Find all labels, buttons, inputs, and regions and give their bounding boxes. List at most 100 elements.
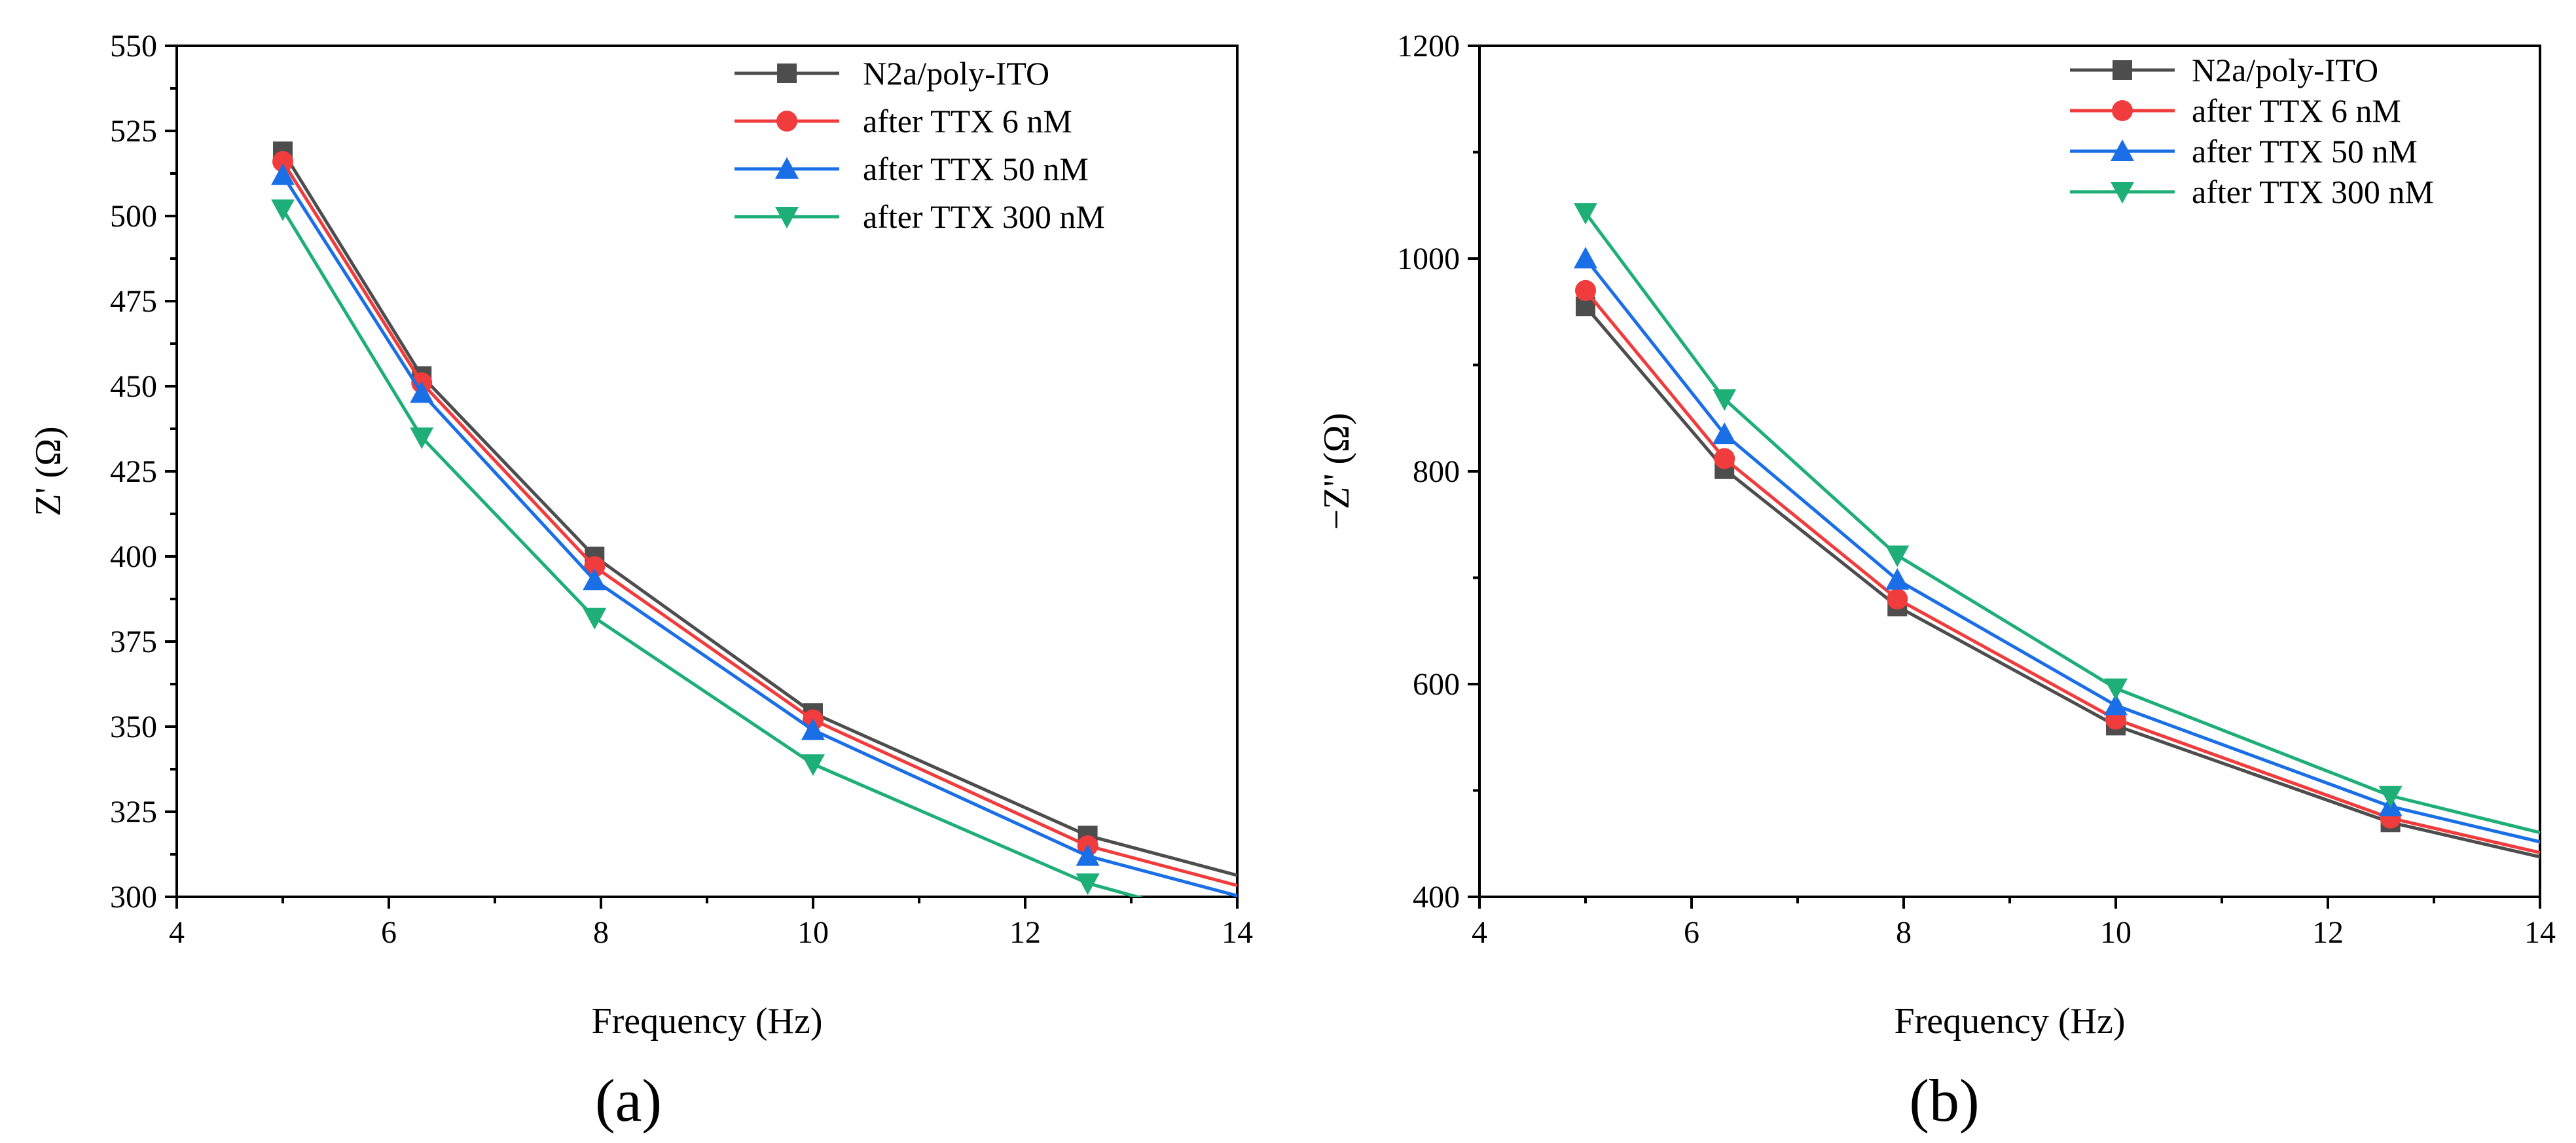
x-tick-label-b-3: 10 [2100,915,2132,950]
y-tick-label-a-7: 475 [110,284,157,319]
y-tick-label-a-6: 450 [110,369,157,404]
data-point-b-3-1 [1713,389,1737,411]
y-tick-label-a-4: 400 [110,539,157,574]
series-b-0 [1576,297,2540,859]
data-point-a-2-2 [583,568,607,590]
x-tick-label-a-1: 6 [381,915,397,950]
legend-marker-a-0 [777,64,797,83]
y-tick-label-a-5: 425 [110,454,157,489]
y-tick-label-a-8: 500 [110,199,157,234]
series-line-a-3 [281,208,1144,897]
series-line-a-2 [281,174,1237,897]
ticks-b: 4 6 8 10 12 14 400 600 800 1000 1200 [1397,29,2556,950]
series-line-b-3 [1584,211,2540,835]
legend-b: N2a/poly-ITO after TTX 6 nM after TTX 50 n… [2070,52,2434,210]
y-axis-title-b: −Z'' (Ω) [1316,413,1357,530]
y-tick-label-a-2: 350 [110,710,157,744]
legend-marker-a-2 [775,157,799,179]
y-tick-label-a-9: 525 [110,114,157,149]
ticks-a: 4 6 8 10 12 14 300 325 350 375 400 425 450 475 500 525 5… [110,29,1253,950]
x-tick-label-a-4: 12 [1009,915,1041,950]
legend-label-b-2: after TTX 50 nM [2192,133,2418,170]
legend-entry-b-1: after TTX 6 nM [2070,92,2401,129]
series-a-1 [272,151,1237,888]
legend-label-b-0: N2a/poly-ITO [2192,52,2378,88]
y-tick-label-b-2: 800 [1413,454,1460,489]
series-line-b-2 [1584,257,2540,844]
legend-marker-b-3 [2111,182,2134,204]
data-point-b-3-4 [2378,786,2403,808]
data-point-b-2-0 [1574,247,1597,268]
legend-entry-b-0: N2a/poly-ITO [2070,52,2378,88]
panel-label-a: (a) [595,1067,662,1134]
legend-a: N2a/poly-ITO after TTX 6 nM after TTX 50 n… [735,55,1105,235]
legend-entry-a-3: after TTX 300 nM [735,198,1105,235]
data-point-a-2-0 [271,163,295,185]
x-tick-label-a-5: 14 [1222,915,1253,950]
data-point-b-1-1 [1714,448,1735,469]
legend-marker-a-3 [775,207,799,228]
legend-label-a-0: N2a/poly-ITO [863,55,1049,92]
x-tick-label-a-3: 10 [797,915,829,950]
x-tick-label-b-2: 8 [1896,915,1912,950]
data-point-a-2-1 [410,381,434,403]
x-axis-title-b: Frequency (Hz) [1895,1001,2126,1042]
legend-label-a-3: after TTX 300 nM [863,198,1105,235]
legend-entry-a-1: after TTX 6 nM [735,103,1072,139]
x-axis-title-a: Frequency (Hz) [592,1001,823,1042]
data-point-a-3-2 [583,608,607,630]
data-point-b-1-2 [1887,589,1908,609]
x-tick-label-a-2: 8 [593,915,609,950]
series-b-3 [1574,203,2540,835]
legend-label-a-2: after TTX 50 nM [863,151,1089,187]
legend-entry-b-3: after TTX 300 nM [2070,173,2434,210]
data-point-b-1-0 [1575,280,1596,301]
y-tick-label-b-4: 1200 [1397,29,1460,64]
y-tick-label-a-1: 325 [110,795,157,829]
y-tick-label-b-1: 600 [1413,667,1460,702]
chart-panel-b: 4 6 8 10 12 14 400 600 800 1000 1200 Frequency (Hz… [1316,29,2556,1134]
legend-entry-a-2: after TTX 50 nM [735,151,1089,187]
series-group-a [271,141,1237,897]
series-line-b-1 [1584,289,2540,855]
data-point-b-2-3 [2104,693,2128,716]
series-line-b-0 [1584,305,2540,859]
y-tick-label-a-0: 300 [110,880,157,915]
data-point-a-2-4 [1076,844,1100,866]
data-point-a-1-2 [584,556,606,577]
data-point-b-2-1 [1713,422,1737,444]
legend-label-a-1: after TTX 6 nM [863,103,1072,139]
chart-panel-a: 4 6 8 10 12 14 300 325 350 375 400 425 450 475 500 525 5… [28,29,1253,1134]
y-tick-label-a-3: 375 [110,625,157,659]
data-point-b-3-0 [1574,203,1597,225]
legend-marker-b-1 [2112,100,2133,121]
y-tick-label-b-0: 400 [1413,880,1460,915]
data-point-a-3-4 [1076,873,1100,896]
x-tick-label-b-4: 12 [2312,915,2344,950]
data-point-b-3-3 [2104,678,2128,700]
y-axis-title-a: Z' (Ω) [28,426,69,516]
data-point-a-3-1 [410,427,434,449]
data-point-b-3-2 [1885,545,1910,568]
legend-label-b-1: after TTX 6 nM [2192,92,2401,129]
panel-label-b: (b) [1909,1067,1979,1134]
data-point-a-3-0 [271,199,295,221]
x-tick-label-b-1: 6 [1684,915,1699,950]
legend-entry-a-0: N2a/poly-ITO [735,55,1049,92]
series-a-0 [273,141,1237,877]
legend-label-b-3: after TTX 300 nM [2192,173,2434,210]
x-tick-label-b-5: 14 [2524,915,2556,950]
x-tick-label-a-0: 4 [169,915,185,950]
series-group-b [1574,203,2540,859]
series-line-a-0 [281,150,1237,877]
data-point-a-1-0 [272,151,293,172]
legend-marker-b-2 [2111,139,2134,161]
series-line-a-1 [281,160,1237,888]
series-b-2 [1574,247,2540,844]
series-a-2 [271,163,1237,897]
data-point-a-3-3 [801,754,825,776]
data-point-a-2-3 [801,718,825,740]
legend-marker-b-0 [2113,60,2132,80]
y-tick-label-b-3: 1000 [1397,242,1460,276]
